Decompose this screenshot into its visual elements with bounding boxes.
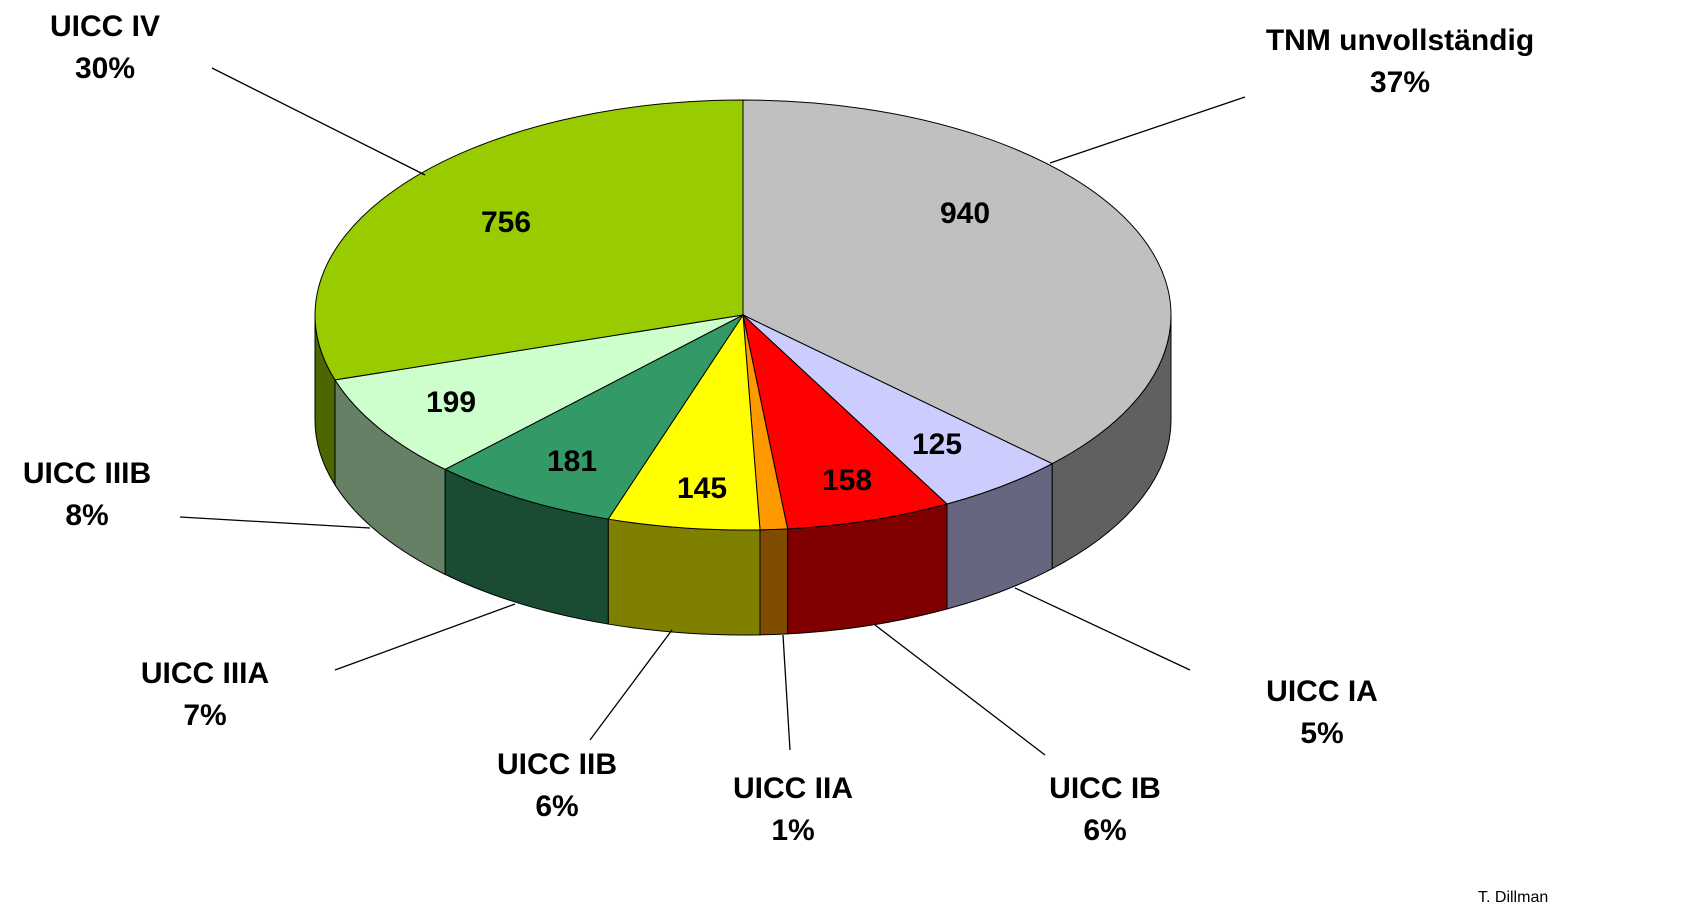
percent-label: 37% <box>1370 66 1430 99</box>
percent-label: 8% <box>65 499 108 532</box>
pie-slice <box>334 314 744 470</box>
value-label: 181 <box>547 445 597 478</box>
percent-label: 1% <box>771 814 814 847</box>
category-label: UICC IV <box>50 10 160 43</box>
leader-line <box>782 634 791 751</box>
category-label: UICC IIIB <box>23 457 151 490</box>
value-label: 145 <box>677 472 727 505</box>
leader-line <box>1049 96 1246 164</box>
category-label: UICC IIA <box>733 772 853 805</box>
category-label: UICC IIB <box>497 748 617 781</box>
leader-line <box>874 624 1046 756</box>
value-label: 940 <box>940 197 990 230</box>
percent-label: 6% <box>1083 814 1126 847</box>
leader-line <box>179 516 371 529</box>
pie-slice <box>443 313 745 520</box>
pie-slice <box>742 99 1172 465</box>
percent-label: 30% <box>75 52 135 85</box>
category-label: UICC IA <box>1266 675 1378 708</box>
pie-slice <box>607 313 761 531</box>
category-label: UICC IIIA <box>141 657 269 690</box>
leader-line <box>211 67 426 176</box>
value-label: 125 <box>912 428 962 461</box>
percent-label: 6% <box>535 790 578 823</box>
value-label: 158 <box>822 464 872 497</box>
leader-line <box>589 629 673 741</box>
value-label: 756 <box>481 206 531 239</box>
value-label: 199 <box>426 386 476 419</box>
pie-slice <box>742 313 948 530</box>
pie-side <box>759 528 789 636</box>
category-label: TNM unvollständig <box>1266 24 1534 57</box>
source: T. Dillman <box>1478 889 1548 906</box>
pie-side <box>607 518 761 636</box>
percent-label: 5% <box>1300 717 1343 750</box>
pie-slice <box>314 99 744 381</box>
category-label: UICC IB <box>1049 772 1161 805</box>
leader-line <box>1014 587 1191 671</box>
percent-label: 7% <box>183 699 226 732</box>
leader-line <box>334 603 516 671</box>
